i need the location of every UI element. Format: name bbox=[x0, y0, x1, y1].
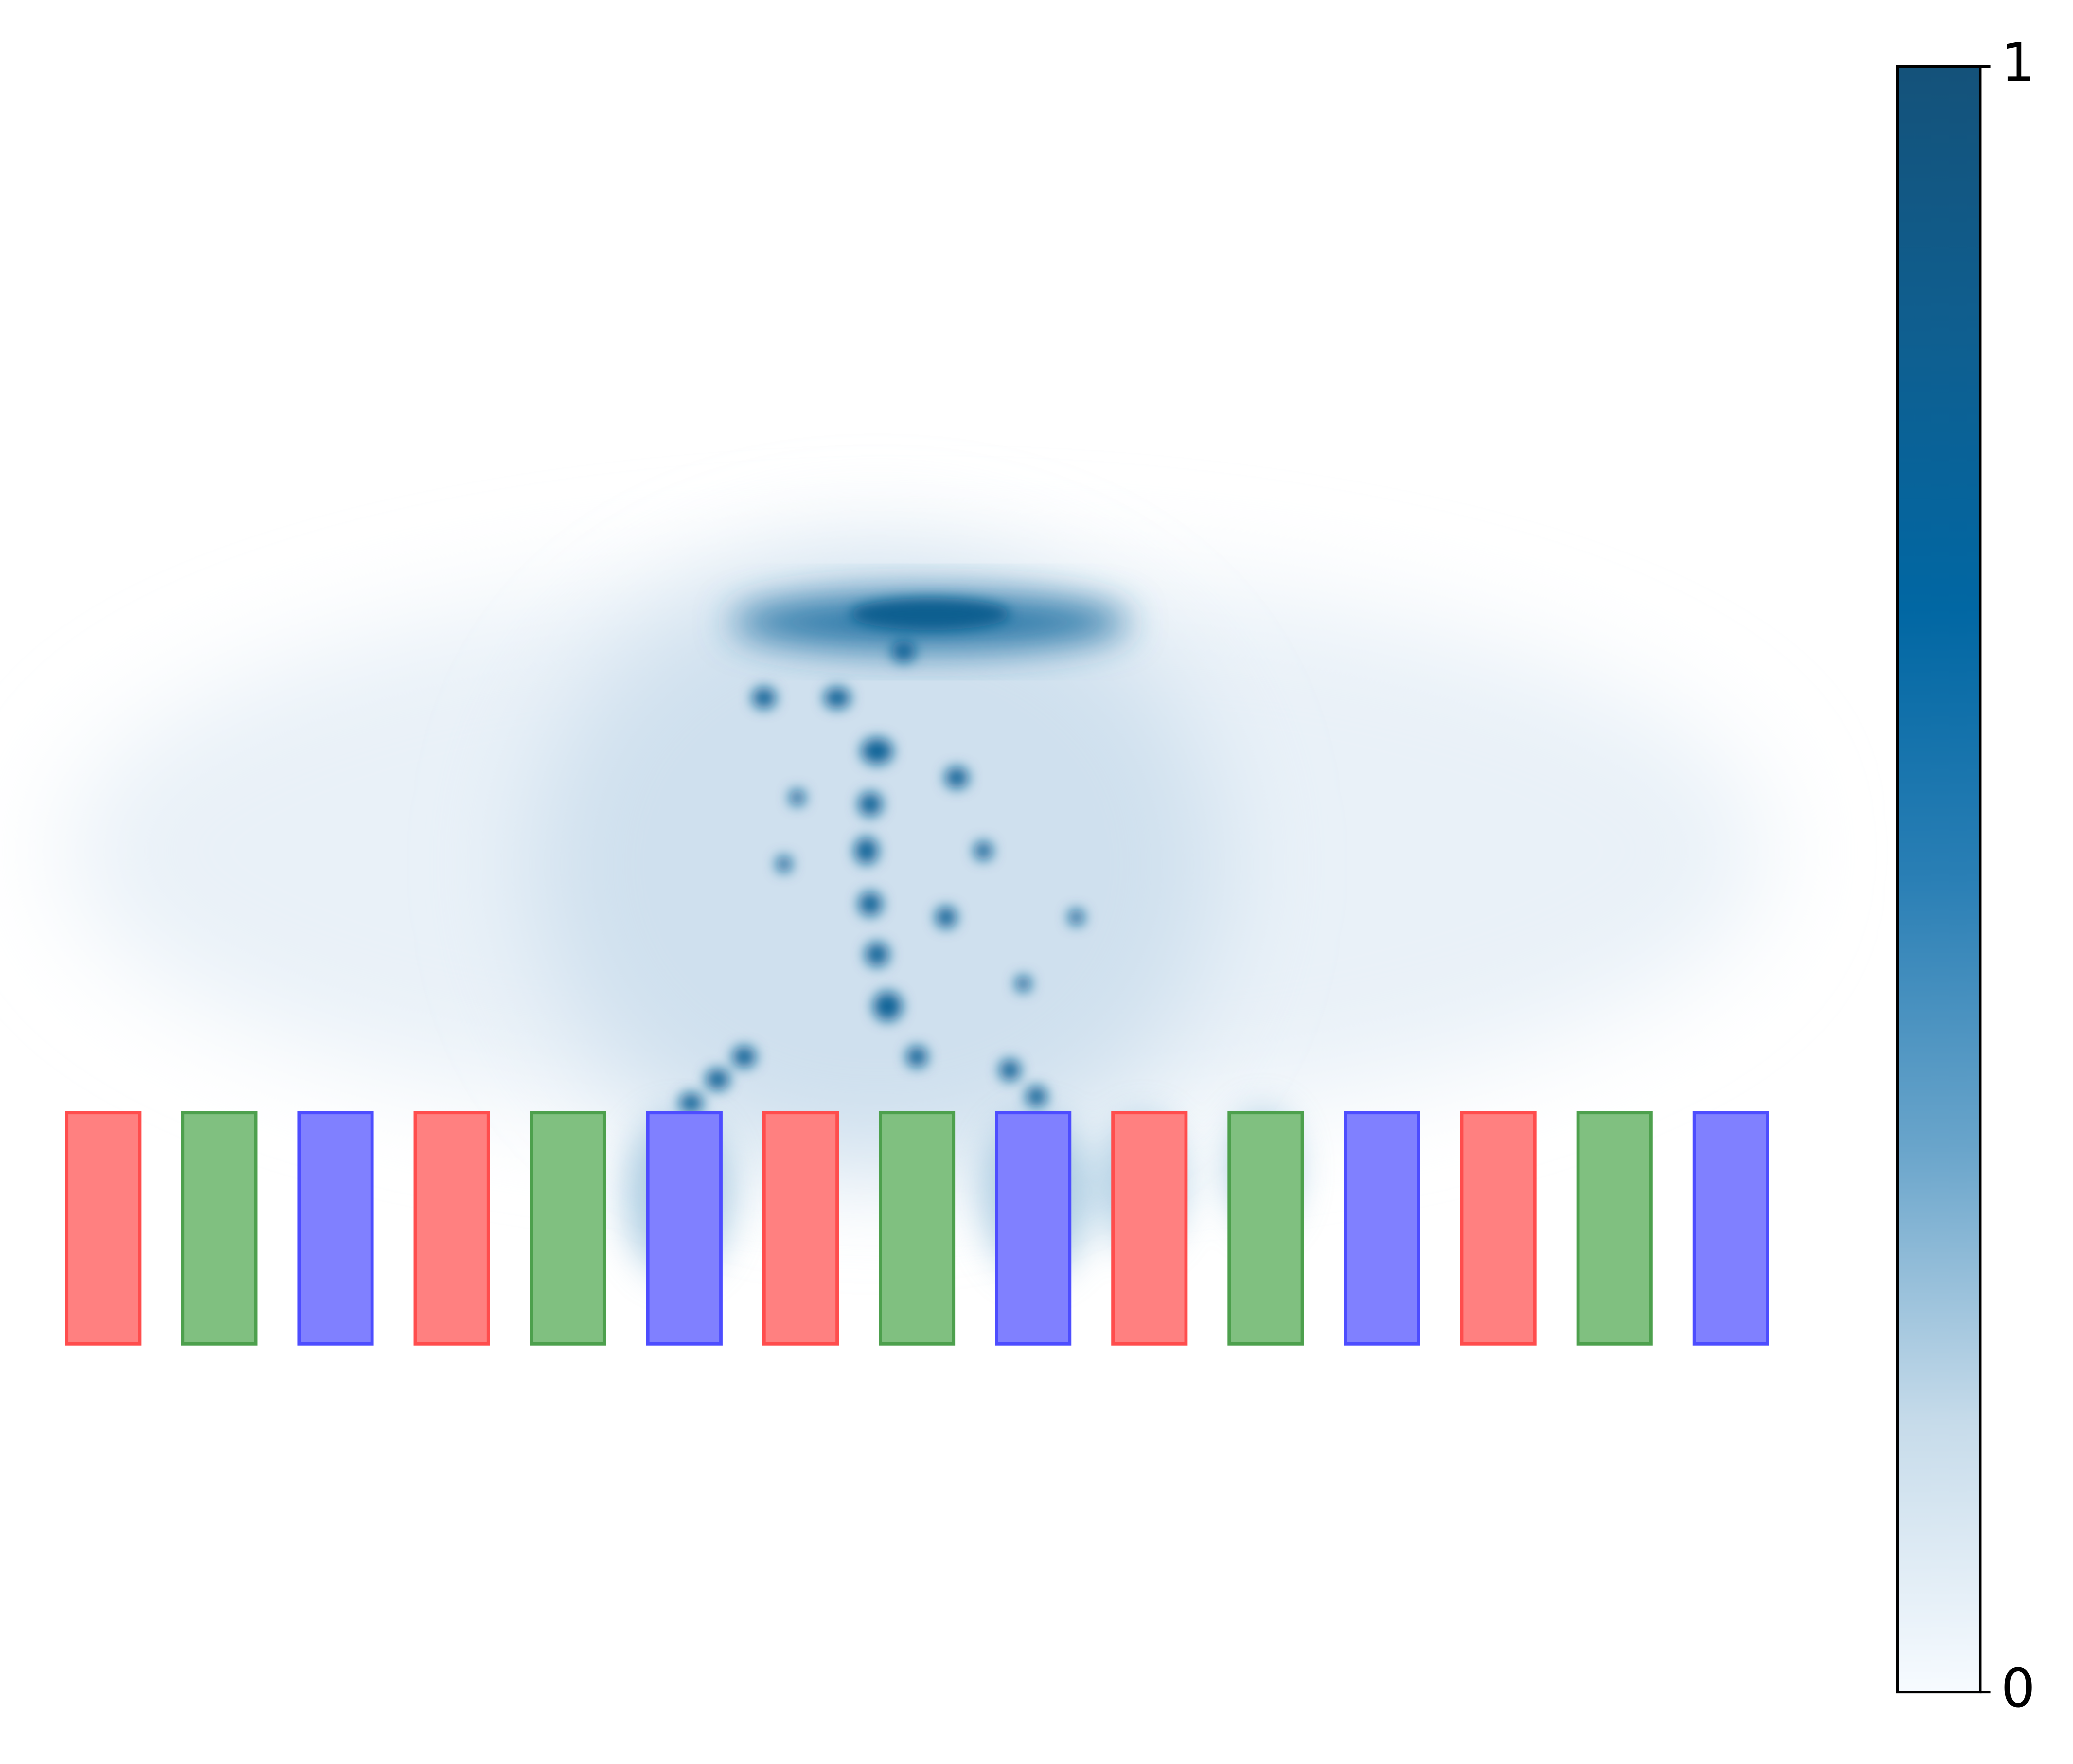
element bbox=[878, 1111, 956, 1346]
elements bbox=[65, 1111, 1769, 1346]
element bbox=[1460, 1111, 1537, 1346]
element bbox=[1111, 1111, 1188, 1346]
element bbox=[1576, 1111, 1653, 1346]
colorbar-tick-label: 0 bbox=[2001, 1657, 2035, 1719]
element bbox=[297, 1111, 374, 1346]
element bbox=[413, 1111, 490, 1346]
element bbox=[181, 1111, 258, 1346]
element bbox=[530, 1111, 606, 1346]
element bbox=[65, 1111, 142, 1346]
element bbox=[762, 1111, 839, 1346]
element bbox=[995, 1111, 1072, 1346]
field-arc bbox=[850, 598, 1010, 630]
element bbox=[1227, 1111, 1304, 1346]
field-spots bbox=[679, 641, 1084, 1114]
field-haze bbox=[532, 558, 1223, 1170]
element bbox=[1344, 1111, 1420, 1346]
element bbox=[1692, 1111, 1769, 1346]
colorbar bbox=[1896, 65, 1982, 1694]
element bbox=[646, 1111, 723, 1346]
colorbar-tick-label: 1 bbox=[2001, 32, 2035, 93]
